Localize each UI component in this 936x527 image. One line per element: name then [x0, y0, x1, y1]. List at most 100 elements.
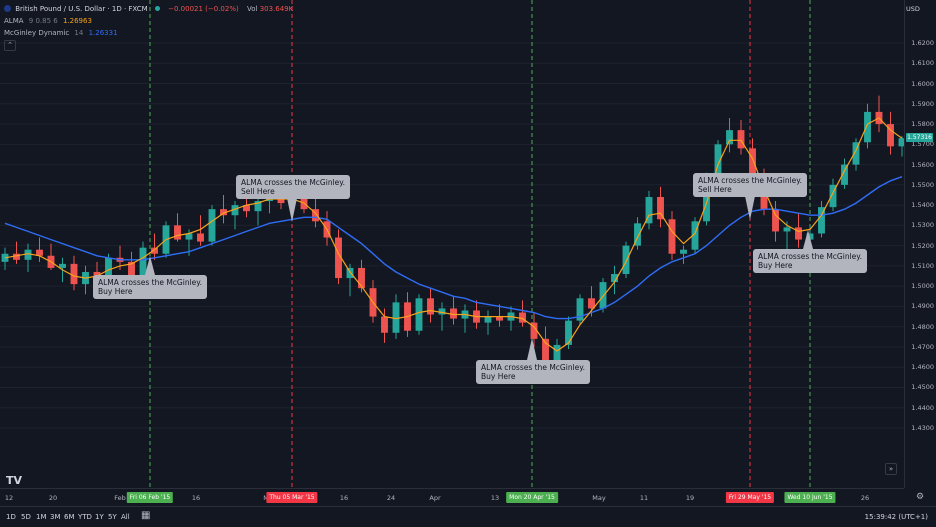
time-scale[interactable]: 12 20 Feb 16 Ma 16 24 Apr 13 May 11 19 2… [0, 488, 924, 507]
time-tick: 24 [386, 494, 396, 502]
bottom-toolbar: 1D 5D 1M 3M 6M YTD 1Y 5Y All ▦ 15:39:42 … [0, 506, 936, 527]
candle-body [427, 298, 434, 315]
price-tick: 1.4400 [911, 403, 934, 412]
mcginley-name[interactable]: McGinley Dynamic [4, 29, 70, 37]
candle-body [530, 322, 538, 339]
price-tick: 1.5200 [911, 241, 934, 250]
clock[interactable]: 15:39:42 (UTC+1) [864, 513, 928, 521]
alma-params: 9 0.85 6 [28, 17, 58, 25]
annotation-buy-2: ALMA crosses the McGinley. Buy Here [476, 360, 591, 384]
callout-pointer [803, 230, 813, 249]
range-5d[interactable]: 5D [21, 513, 31, 521]
range-1m[interactable]: 1M [36, 513, 47, 521]
candle-body [381, 316, 388, 333]
date-tag-buy-2: Mon 20 Apr '15 [506, 492, 558, 503]
date-tag-sell-2: Fri 29 May '15 [725, 492, 775, 503]
range-1y[interactable]: 1Y [95, 513, 104, 521]
candle-body [553, 344, 561, 362]
scroll-to-realtime-icon[interactable]: » [885, 463, 897, 475]
price-tick: 1.5800 [911, 120, 934, 129]
price-tick: 1.5000 [911, 282, 934, 291]
symbol-title: British Pound / U.S. Dollar · 1D · FXCM [15, 5, 148, 13]
price-change: −0.00021 (−0.02%) [168, 5, 239, 13]
calendar-icon[interactable]: ▦ [141, 510, 151, 521]
range-6m[interactable]: 6M [64, 513, 75, 521]
callout-pointer [145, 256, 155, 275]
range-ytd[interactable]: YTD [78, 513, 92, 521]
candle-body [599, 282, 607, 309]
price-tick: 1.6200 [911, 39, 934, 47]
candle-body [254, 201, 262, 212]
candlestick-series [1, 95, 904, 374]
candle-body [864, 111, 871, 143]
callout-pointer [745, 196, 755, 220]
date-tag-buy-1: Fri 06 Feb '15 [126, 492, 174, 503]
range-all[interactable]: All [121, 513, 130, 521]
callout-pointer [287, 198, 297, 222]
mcginley-params: 14 [74, 29, 84, 37]
candle-body [151, 247, 158, 254]
candle-body [231, 205, 239, 216]
candle-body [438, 308, 446, 315]
candle-body [657, 197, 664, 220]
candle-body [588, 298, 595, 309]
currency-label: USD [906, 5, 920, 13]
date-tag-sell-1: Thu 05 Mar '15 [266, 492, 318, 503]
chevron-up-icon[interactable]: ⌃ [4, 40, 16, 51]
price-chart[interactable] [0, 0, 904, 488]
candle-body [358, 267, 365, 289]
candle-body [496, 316, 503, 321]
time-tick: 16 [191, 494, 201, 502]
live-dot-icon [154, 6, 160, 11]
candle-body [829, 184, 837, 208]
price-scale[interactable]: 1.6200 1.6100 1.6000 1.5900 1.5800 1.5700 1.56… [904, 0, 936, 488]
candle-body [898, 138, 904, 147]
price-tick: 1.5100 [911, 261, 934, 270]
alma-value: 1.26963 [62, 17, 92, 25]
chart-grid [0, 42, 904, 429]
price-tick: 1.4600 [911, 363, 934, 372]
candle-body [783, 227, 791, 232]
candle-body [392, 302, 400, 333]
candle-body [542, 338, 549, 362]
price-tick: 1.5900 [911, 99, 934, 108]
volume-label: Vol [246, 5, 258, 13]
candle-body [714, 144, 722, 179]
candle-body [220, 209, 227, 216]
range-3m[interactable]: 3M [50, 513, 61, 521]
candle-body [185, 233, 193, 240]
range-5y[interactable]: 5Y [108, 513, 117, 521]
candle-body [737, 130, 745, 149]
candle-body [680, 249, 687, 254]
settings-gear-icon[interactable]: ⚙ [916, 492, 925, 502]
candle-body [243, 205, 250, 212]
alma-line [4, 117, 903, 352]
candle-body [634, 223, 641, 246]
time-tick: 16 [339, 494, 349, 502]
candle-body [415, 298, 423, 331]
volume-value: 303.649K [259, 5, 294, 13]
callout-pointers [145, 196, 813, 360]
candle-body [36, 249, 43, 256]
last-price-label: 1.57316 [906, 133, 933, 143]
time-tick: Apr [429, 494, 441, 502]
price-tick: 1.4300 [911, 424, 934, 432]
candle-body [703, 178, 710, 222]
candle-body [852, 142, 860, 165]
annotation-buy-1: ALMA crosses the McGinley. Buy Here [93, 275, 208, 299]
range-1d[interactable]: 1D [6, 513, 16, 521]
alma-name[interactable]: ALMA [4, 17, 24, 25]
annotation-sell-2: ALMA crosses the McGinley. Sell Here [693, 173, 808, 197]
candle-body [197, 233, 204, 242]
candle-body [749, 148, 756, 177]
candle-body [139, 247, 147, 277]
time-tick: 20 [48, 494, 58, 502]
candle-body [622, 245, 630, 274]
candle-body [105, 257, 112, 287]
candle-body [565, 320, 572, 345]
candle-body [576, 298, 584, 321]
candle-body [645, 197, 653, 224]
candle-body [174, 225, 181, 240]
time-tick: 26 [860, 494, 870, 502]
price-tick: 1.4700 [911, 342, 934, 351]
